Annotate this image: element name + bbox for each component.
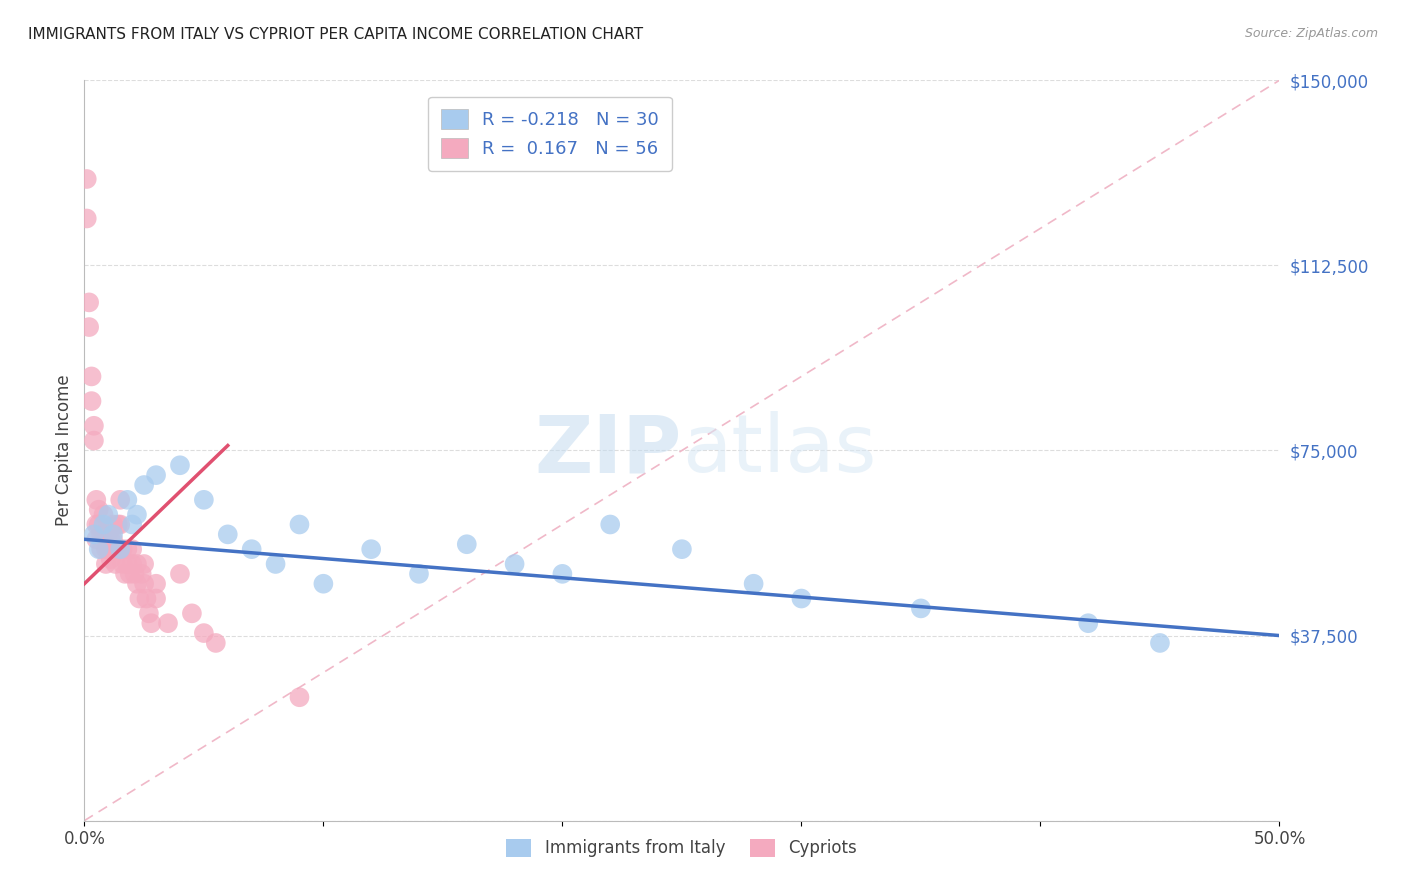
Point — [100, 552, 122, 566]
Point — [101, 527, 124, 541]
Point — [157, 616, 180, 631]
Point — [117, 557, 139, 571]
Point — [121, 542, 143, 557]
Point — [145, 591, 167, 606]
Point — [141, 616, 163, 631]
Point — [111, 557, 134, 571]
Point — [503, 557, 526, 571]
Point — [94, 542, 117, 557]
Point — [671, 542, 693, 557]
Point — [80, 369, 103, 384]
Point — [1149, 636, 1171, 650]
Point — [169, 566, 191, 581]
Legend: Immigrants from Italy, Cypriots: Immigrants from Italy, Cypriots — [499, 832, 865, 864]
Point — [80, 394, 103, 409]
Point — [76, 211, 98, 226]
Point — [86, 492, 108, 507]
Point — [145, 576, 167, 591]
Point — [93, 517, 115, 532]
Text: IMMIGRANTS FROM ITALY VS CYPRIOT PER CAPITA INCOME CORRELATION CHART: IMMIGRANTS FROM ITALY VS CYPRIOT PER CAP… — [28, 27, 644, 42]
Point — [121, 517, 143, 532]
Point — [110, 517, 132, 532]
Point — [181, 607, 204, 621]
Point — [131, 566, 153, 581]
Point — [217, 527, 239, 541]
Text: Source: ZipAtlas.com: Source: ZipAtlas.com — [1244, 27, 1378, 40]
Point — [169, 458, 191, 473]
Point — [128, 591, 150, 606]
Point — [87, 517, 110, 532]
Text: ZIP: ZIP — [534, 411, 682, 490]
Point — [104, 542, 127, 557]
Point — [124, 566, 146, 581]
Point — [117, 542, 139, 557]
Point — [551, 566, 574, 581]
Point — [77, 320, 100, 334]
Point — [138, 607, 160, 621]
Point — [97, 508, 120, 522]
Point — [118, 566, 141, 581]
Point — [93, 508, 115, 522]
Point — [87, 502, 110, 516]
Point — [790, 591, 813, 606]
Point — [86, 517, 108, 532]
Point — [135, 591, 157, 606]
Point — [132, 557, 156, 571]
Point — [83, 434, 105, 448]
Point — [145, 468, 167, 483]
Point — [110, 542, 132, 557]
Point — [599, 517, 621, 532]
Point — [101, 533, 124, 547]
Point — [288, 517, 311, 532]
Point — [76, 172, 98, 186]
Point — [910, 601, 932, 615]
Point — [110, 492, 132, 507]
Point — [87, 542, 110, 557]
Point — [240, 542, 263, 557]
Point — [97, 527, 120, 541]
Point — [125, 508, 148, 522]
Point — [360, 542, 382, 557]
Point — [97, 542, 120, 557]
Point — [288, 690, 311, 705]
Point — [132, 478, 156, 492]
Point — [86, 533, 108, 547]
Point — [104, 557, 127, 571]
Point — [83, 527, 105, 541]
Point — [77, 295, 100, 310]
Point — [1077, 616, 1099, 631]
Point — [456, 537, 478, 551]
Point — [93, 527, 115, 541]
Point — [111, 542, 134, 557]
Point — [94, 557, 117, 571]
Point — [132, 576, 156, 591]
Point — [100, 533, 122, 547]
Point — [408, 566, 430, 581]
Point — [117, 492, 139, 507]
Point — [121, 557, 143, 571]
Point — [107, 517, 129, 532]
Point — [312, 576, 335, 591]
Point — [125, 576, 148, 591]
Point — [742, 576, 765, 591]
Text: atlas: atlas — [682, 411, 876, 490]
Point — [193, 492, 215, 507]
Point — [90, 542, 112, 557]
Point — [125, 557, 148, 571]
Point — [193, 626, 215, 640]
Point — [264, 557, 287, 571]
Point — [83, 418, 105, 433]
Point — [114, 566, 136, 581]
Point — [205, 636, 228, 650]
Point — [90, 527, 112, 541]
Point — [101, 517, 124, 532]
Y-axis label: Per Capita Income: Per Capita Income — [55, 375, 73, 526]
